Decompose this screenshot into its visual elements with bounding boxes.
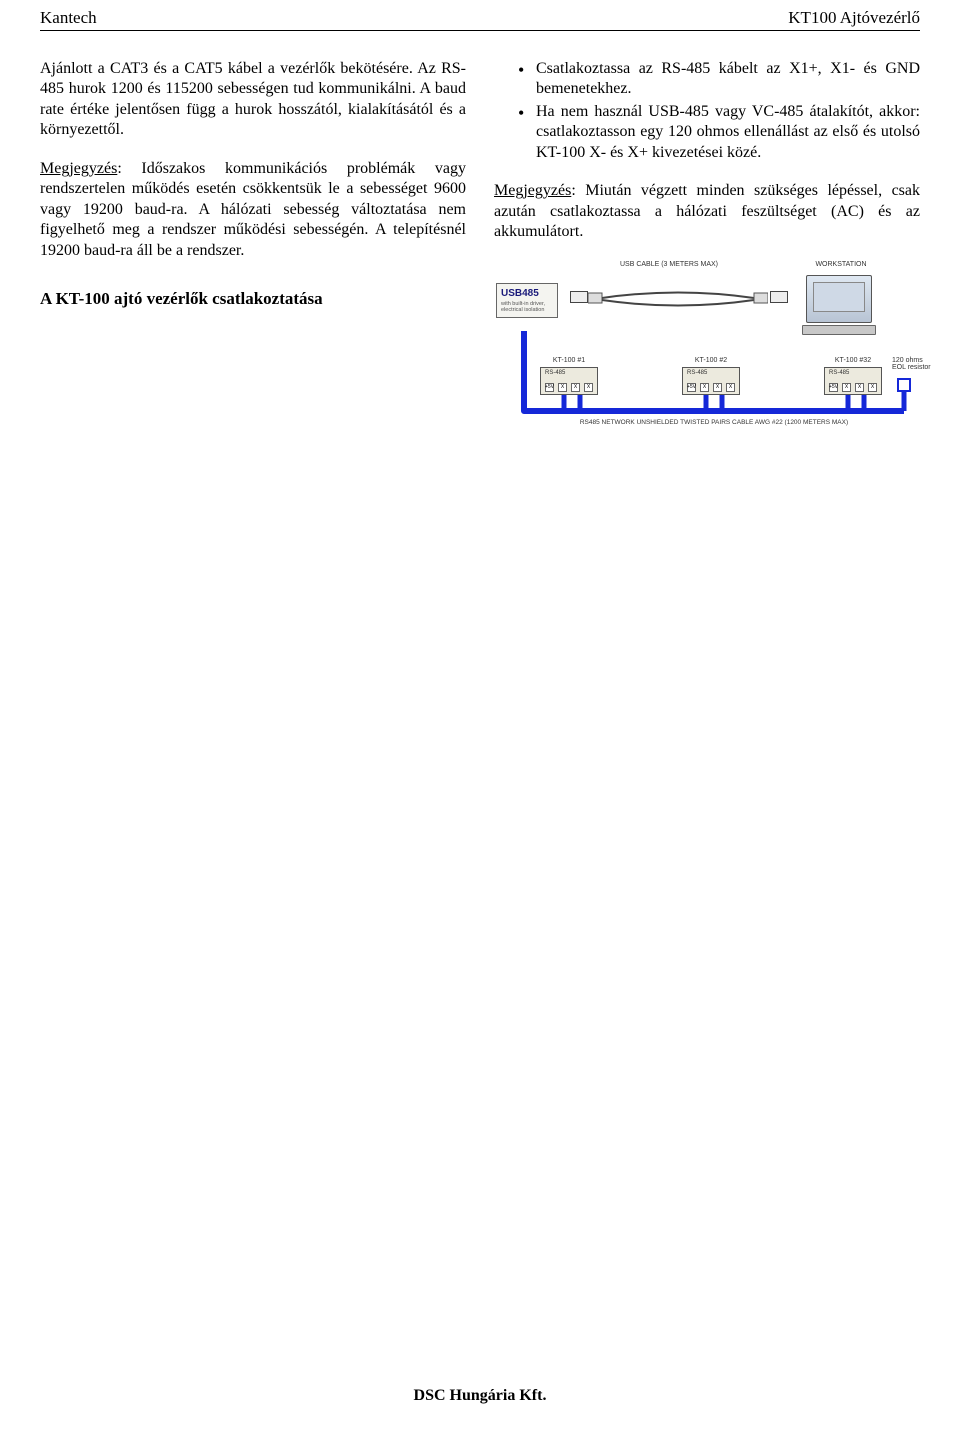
eol-label: 120 ohms EOL resistor — [892, 357, 932, 372]
note-label: Megjegyzés — [494, 182, 571, 199]
bullet-text: Csatlakoztassa az RS-485 kábelt az X1+, … — [536, 60, 920, 97]
wiring-diagram: USB CABLE (3 METERS MAX) WORKSTATION USB… — [494, 261, 920, 441]
header-left: Kantech — [40, 8, 97, 28]
left-paragraph-2: Megjegyzés: Időszakos kommunikációs prob… — [40, 159, 466, 261]
bullet-item: Csatlakoztassa az RS-485 kábelt az X1+, … — [518, 59, 920, 100]
bullet-item: Ha nem használ USB-485 vagy VC-485 átala… — [518, 102, 920, 163]
cable-bottom-label: RS485 NETWORK UNSHIELDED TWISTED PAIRS C… — [534, 419, 894, 426]
bullet-text: Ha nem használ USB-485 vagy VC-485 átala… — [536, 103, 920, 161]
right-column: Csatlakoztassa az RS-485 kábelt az X1+, … — [494, 59, 920, 441]
left-column: Ajánlott a CAT3 és a CAT5 kábel a vezérl… — [40, 59, 466, 441]
left-paragraph-1: Ajánlott a CAT3 és a CAT5 kábel a vezérl… — [40, 59, 466, 141]
note-label: Megjegyzés — [40, 160, 117, 177]
two-column-layout: Ajánlott a CAT3 és a CAT5 kábel a vezérl… — [40, 59, 920, 441]
bullet-list: Csatlakoztassa az RS-485 kábelt az X1+, … — [518, 59, 920, 163]
page-header: Kantech KT100 Ajtóvezérlő — [40, 8, 920, 31]
header-right: KT100 Ajtóvezérlő — [788, 8, 920, 28]
right-note: Megjegyzés: Miután végzett minden szüksé… — [494, 181, 920, 242]
page-footer: DSC Hungária Kft. — [0, 1387, 960, 1405]
rs485-bus-icon — [494, 261, 924, 441]
section-heading: A KT-100 ajtó vezérlők csatlakoztatása — [40, 289, 466, 309]
